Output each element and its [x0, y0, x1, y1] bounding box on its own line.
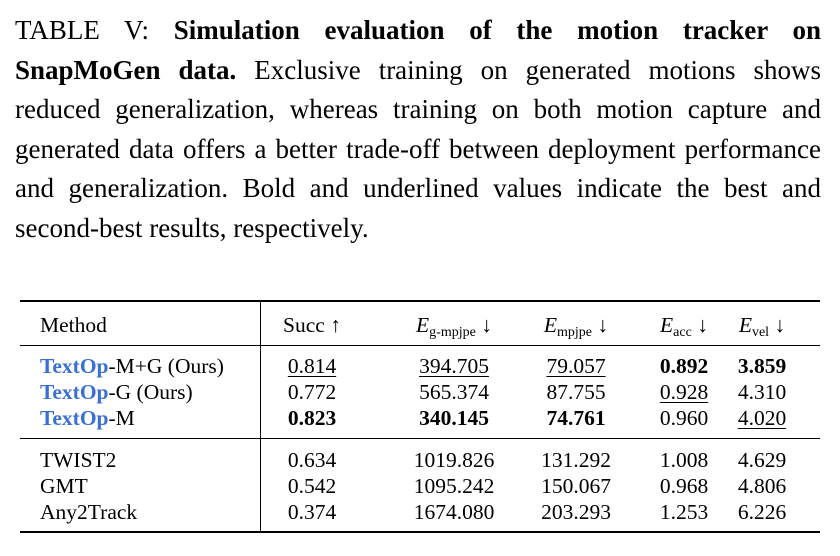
- table-cell-acc: 1.253: [659, 500, 709, 524]
- table-row-method: TextOp-G (Ours): [40, 379, 193, 405]
- table-row-method: GMT: [40, 474, 88, 498]
- top-rule: [20, 300, 820, 302]
- header-e-mpjpe-arrow: ↓: [597, 313, 609, 337]
- header-method: Method: [40, 313, 107, 337]
- table-cell-succ: 0.772: [287, 380, 337, 404]
- table-cell-g-mpjpe: 340.145: [419, 406, 489, 430]
- header-e-mpjpe: Empjpe ↓: [544, 312, 608, 346]
- header-e-mpjpe-symbol: E: [543, 313, 558, 337]
- table-caption: TABLE V: Simulation evaluation of the mo…: [15, 11, 821, 248]
- table-cell-mpjpe: 203.293: [541, 500, 611, 524]
- bottom-rule: [20, 531, 820, 533]
- method-suffix: -M: [108, 406, 135, 430]
- header-e-mpjpe-sub: mpjpe: [557, 325, 593, 340]
- group-rule: [20, 438, 820, 439]
- table-row-method: TWIST2: [40, 448, 117, 472]
- header-e-g-mpjpe-symbol: E: [416, 313, 430, 337]
- header-rule: [20, 345, 820, 346]
- brand-name: TextOp: [40, 354, 109, 378]
- method-suffix: -M+G (Ours): [108, 354, 224, 378]
- header-e-g-mpjpe: Eg-mpjpe ↓: [416, 312, 492, 346]
- table-cell-succ: 0.634: [287, 448, 337, 472]
- table-cell-mpjpe: 150.067: [541, 474, 611, 498]
- table-cell-vel: 3.859: [737, 354, 787, 378]
- table-cell-g-mpjpe: 565.374: [419, 380, 489, 404]
- table-cell-g-mpjpe: 394.705: [419, 354, 489, 378]
- table-cell-vel: 4.806: [737, 474, 787, 498]
- table-cell-vel: 4.020: [737, 406, 787, 430]
- header-e-vel-sub: vel: [751, 325, 770, 340]
- header-succ: Succ ↑: [283, 313, 341, 337]
- table-cell-acc: 0.968: [659, 474, 709, 498]
- table-cell-g-mpjpe: 1095.242: [413, 474, 495, 498]
- table-cell-succ: 0.823: [287, 406, 337, 430]
- table-cell-mpjpe: 74.761: [546, 406, 606, 430]
- group2-divider: [260, 438, 261, 531]
- header-e-g-mpjpe-sub: g-mpjpe: [429, 325, 476, 340]
- table-cell-acc: 0.892: [659, 354, 709, 378]
- group1-divider: [260, 345, 261, 438]
- brand-name: TextOp: [40, 380, 109, 404]
- header-e-acc: Eacc ↓: [660, 312, 708, 346]
- table-cell-acc: 1.008: [659, 448, 709, 472]
- table-cell-acc: 0.928: [659, 380, 709, 404]
- header-e-vel: Evel ↓: [739, 312, 785, 346]
- table-cell-mpjpe: 79.057: [546, 354, 606, 378]
- table-cell-mpjpe: 131.292: [541, 448, 611, 472]
- table-row-method: Any2Track: [40, 500, 138, 524]
- header-divider: [260, 300, 261, 345]
- table-cell-vel: 4.310: [737, 380, 787, 404]
- table-row-method: TextOp-M+G (Ours): [40, 353, 224, 379]
- table-cell-g-mpjpe: 1674.080: [413, 500, 495, 524]
- header-e-acc-symbol: E: [660, 313, 674, 337]
- method-suffix: -G (Ours): [108, 380, 193, 404]
- table-cell-g-mpjpe: 1019.826: [413, 448, 495, 472]
- table-cell-acc: 0.960: [659, 406, 709, 430]
- header-e-g-mpjpe-arrow: ↓: [481, 313, 492, 337]
- brand-name: TextOp: [40, 406, 109, 430]
- caption-body: Exclusive training on generated motions …: [15, 54, 822, 243]
- table-row-method: TextOp-M: [40, 405, 135, 431]
- caption-title: Simulation evaluation of the motion trac…: [15, 15, 822, 85]
- table-cell-vel: 4.629: [737, 448, 787, 472]
- header-e-acc-sub: acc: [673, 325, 692, 340]
- header-e-vel-symbol: E: [738, 313, 752, 337]
- table-cell-mpjpe: 87.755: [546, 380, 606, 404]
- header-e-acc-arrow: ↓: [697, 313, 708, 337]
- table-cell-succ: 0.374: [287, 500, 337, 524]
- table-cell-succ: 0.542: [287, 474, 337, 498]
- header-e-vel-arrow: ↓: [774, 313, 786, 337]
- table-cell-vel: 6.226: [737, 500, 787, 524]
- table-cell-succ: 0.814: [287, 354, 337, 378]
- caption-label: TABLE V:: [15, 15, 150, 45]
